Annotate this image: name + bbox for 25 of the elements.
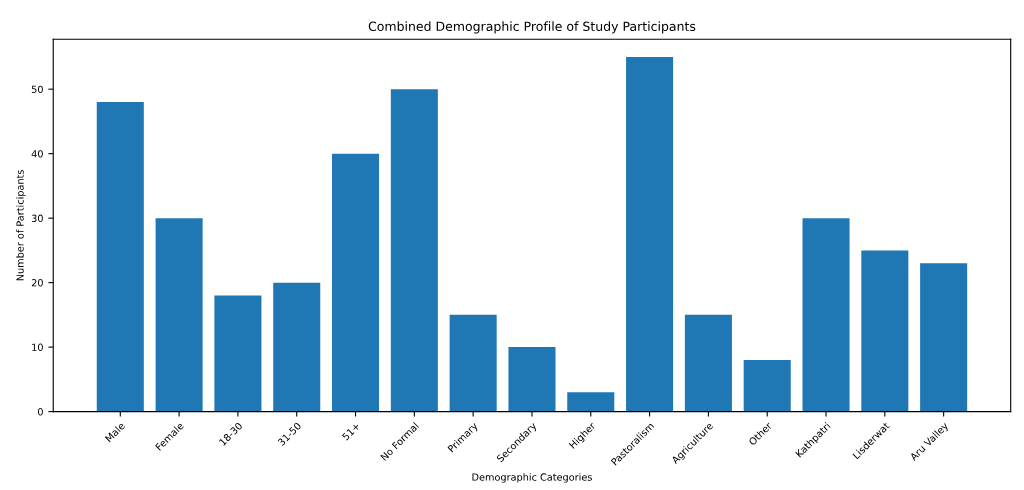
bar	[802, 218, 850, 412]
x-tick-label: 51+	[341, 422, 361, 441]
bar	[96, 102, 144, 412]
bar	[567, 392, 615, 412]
y-tick-label: 40	[31, 150, 43, 158]
bar	[214, 295, 262, 412]
bar	[390, 89, 438, 412]
y-tick-label: 10	[32, 343, 43, 351]
bar	[155, 218, 203, 412]
x-axis-title: Demographic Categories	[472, 473, 592, 483]
bar	[626, 56, 674, 412]
chart-title: Combined Demographic Profile of Study Participants	[368, 21, 696, 34]
y-tick-label: 50	[31, 85, 43, 94]
bar	[861, 250, 909, 412]
bar	[684, 314, 732, 412]
y-tick-label: 0	[37, 408, 43, 416]
bar	[508, 347, 556, 412]
bar	[273, 282, 321, 412]
bar	[743, 360, 791, 412]
y-axis-title: Number of Participants	[16, 170, 26, 281]
y-tick-label: 20	[31, 279, 43, 287]
bar	[332, 153, 380, 412]
bar	[449, 314, 497, 412]
bar	[920, 263, 968, 412]
y-tick-label: 30	[31, 214, 43, 222]
